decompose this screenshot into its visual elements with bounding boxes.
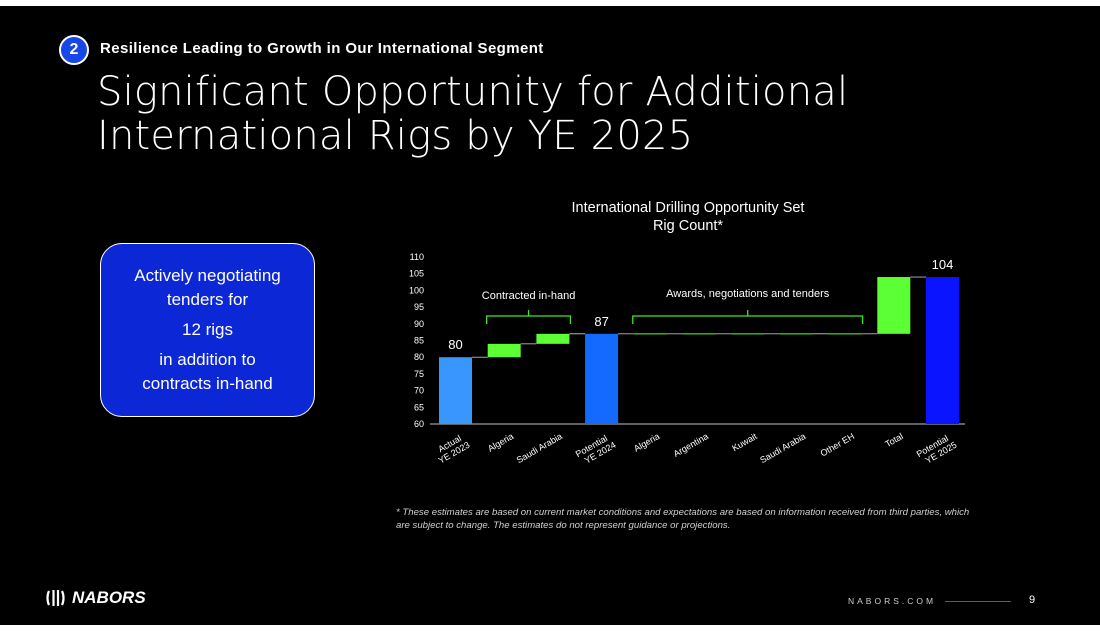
y-tick-label: 65	[414, 402, 424, 412]
website-link[interactable]: NABORS.COM	[848, 596, 937, 606]
x-tick-label: Saudi Arabia	[758, 431, 807, 465]
callout-line4: in addition to	[159, 350, 256, 369]
annotation-label: Awards, negotiations and tenders	[666, 288, 830, 300]
section-number-badge: 2	[59, 35, 89, 65]
x-tick-label-line: Other EH	[819, 431, 856, 458]
y-tick-label: 105	[409, 269, 424, 279]
y-tick-label: 75	[414, 369, 424, 379]
data-label: 87	[594, 314, 608, 329]
bar-11	[926, 277, 959, 424]
x-tick-label-line: Total	[883, 431, 904, 449]
x-tick-label-line: Saudi Arabia	[515, 431, 564, 465]
chart-title: International Drilling Opportunity Set	[571, 200, 805, 216]
annotation-bracket	[632, 310, 864, 324]
y-tick-label: 85	[414, 336, 424, 346]
tenders-callout-box: Actively negotiating tenders for 12 rigs…	[100, 243, 315, 417]
x-tick-label: Argentina	[672, 431, 710, 459]
slide: 2 Resilience Leading to Growth in Our In…	[0, 6, 1100, 625]
logo-text: NABORS	[72, 588, 146, 607]
nabors-logo: NABORS	[46, 588, 146, 608]
y-tick-label: 60	[414, 419, 424, 429]
annotation-label: Contracted in-hand	[482, 290, 576, 302]
y-tick-label: 90	[414, 319, 424, 329]
x-tick-label: Saudi Arabia	[515, 431, 564, 465]
chart-subtitle: Rig Count*	[652, 218, 724, 234]
callout-line3: 12 rigs	[181, 320, 234, 339]
x-tick-label: Other EH	[819, 431, 856, 458]
y-tick-label: 100	[409, 285, 424, 295]
x-tick-label-line: Algeria	[632, 431, 661, 454]
y-tick-label: 70	[414, 386, 424, 396]
x-tick-label-line: Kuwait	[730, 431, 759, 453]
page-title-line2: International Rigs by YE 2025	[97, 113, 694, 159]
y-tick-label: 80	[414, 352, 424, 362]
page-title-line1: Significant Opportunity for Additional	[97, 69, 849, 115]
y-tick-label: 110	[410, 252, 424, 262]
footer-divider	[945, 601, 1011, 602]
x-tick-label-line: Saudi Arabia	[758, 431, 807, 465]
data-label: 104	[932, 257, 954, 272]
callout-line5: contracts in-hand	[142, 374, 273, 393]
x-tick-label: ActualYE 2023	[432, 431, 472, 466]
bar-1	[439, 357, 472, 424]
x-tick-label-line: Argentina	[672, 431, 710, 459]
x-tick-label: PotentialYE 2025	[915, 431, 959, 468]
x-tick-label-line: Algeria	[486, 431, 515, 454]
nabors-logo-icon	[46, 590, 65, 606]
bar-3	[536, 333, 570, 344]
data-label: 80	[448, 337, 462, 352]
waterfall-chart: 60 65 70 75 80 85 90 95 100 105 110 80 ActualYE 2023…	[409, 252, 965, 468]
x-tick-label: Algeria	[486, 431, 515, 454]
annotation-bracket	[486, 310, 572, 324]
y-tick-label: 95	[414, 302, 424, 312]
x-tick-label: Total	[883, 431, 904, 449]
bar-2	[487, 343, 521, 358]
page-title: Significant Opportunity for Additional I…	[97, 70, 897, 158]
callout-line2: tenders for	[166, 290, 249, 309]
x-tick-label: Kuwait	[730, 431, 759, 453]
callout-line1: Actively negotiating	[134, 266, 281, 285]
x-tick-label: PotentialYE 2024	[574, 431, 618, 468]
x-tick-label: Algeria	[632, 431, 661, 454]
bar-4	[585, 333, 619, 424]
page-number: 9	[1029, 594, 1036, 606]
bar-10	[877, 277, 911, 334]
footnote: * These estimates are based on current m…	[396, 507, 970, 531]
chart-title-block: International Drilling Opportunity Set R…	[488, 199, 888, 235]
section-title: Resilience Leading to Growth in Our Inte…	[100, 40, 544, 57]
